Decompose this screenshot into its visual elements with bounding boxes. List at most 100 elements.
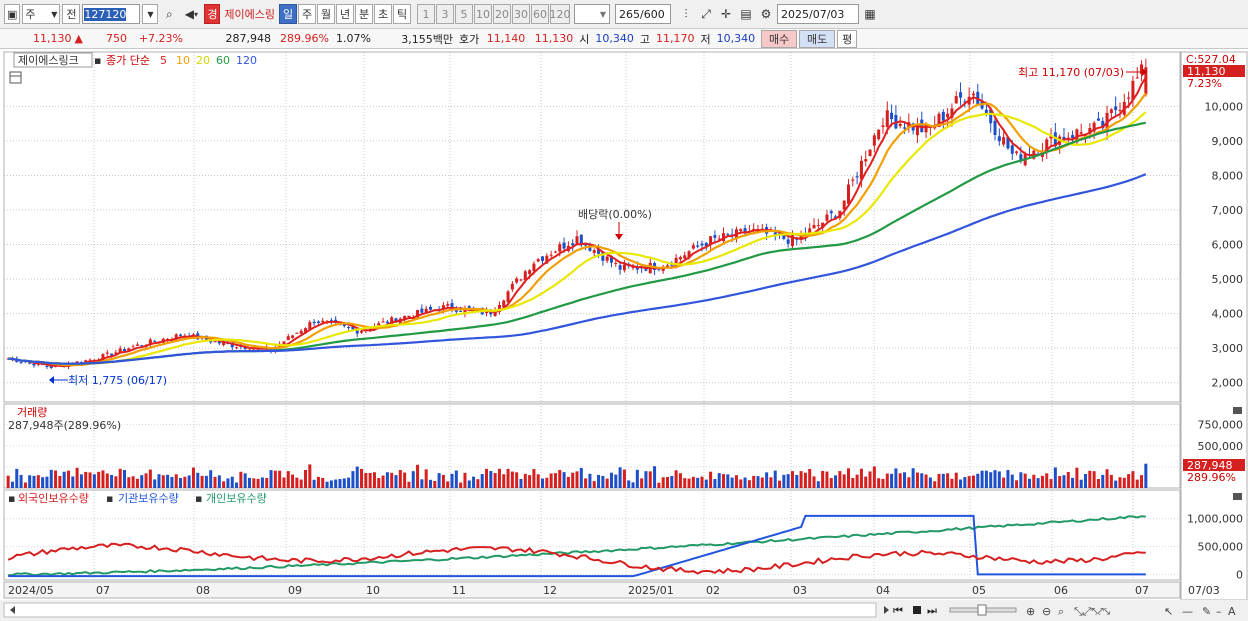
- candle-body: [691, 245, 695, 249]
- bar-count-field[interactable]: 265/600: [615, 4, 672, 24]
- volume-bar: [933, 481, 937, 488]
- scrollbar-track[interactable]: [3, 602, 877, 618]
- rewind-icon[interactable]: ⏮: [893, 604, 903, 617]
- stock-code-field[interactable]: 127120: [82, 4, 141, 24]
- price-change: 750: [106, 32, 127, 45]
- pointer-icon[interactable]: ↖: [1164, 605, 1173, 618]
- volume-bar: [88, 472, 92, 488]
- draw-line-icon[interactable]: ⤢: [701, 6, 711, 21]
- interval-10[interactable]: 10: [474, 4, 493, 24]
- buy-button[interactable]: 매수: [761, 29, 798, 48]
- volume-bar: [558, 469, 562, 488]
- crosshair-icon[interactable]: ✛: [720, 7, 732, 21]
- tab-day[interactable]: 일: [279, 4, 298, 24]
- volume-bar: [1114, 480, 1118, 488]
- prev-button[interactable]: 전: [62, 4, 81, 24]
- candle-body: [135, 344, 139, 346]
- candle-body: [179, 334, 183, 336]
- candle-body: [722, 233, 726, 242]
- zoom-in-icon[interactable]: ⊕: [1026, 605, 1035, 618]
- volume-value: 287,948: [225, 32, 272, 45]
- code-dropdown-button[interactable]: ▼: [142, 4, 159, 24]
- chart-tools-icon[interactable]: ⤡⤢⤣⤤⤥: [1074, 605, 1110, 618]
- candle-body: [127, 348, 131, 351]
- tab-month[interactable]: 월: [317, 4, 336, 24]
- date-field[interactable]: 2025/07/03: [777, 4, 860, 24]
- candle-body: [989, 109, 993, 124]
- tab-minute[interactable]: 분: [355, 4, 374, 24]
- open-price: 10,340: [595, 32, 634, 45]
- candle-body: [101, 354, 105, 361]
- volume-bar: [959, 479, 963, 488]
- candle-body: [484, 310, 489, 313]
- price-tick-label: 9,000: [1212, 135, 1244, 148]
- legend-name-box[interactable]: [13, 52, 93, 68]
- turnover-rate: 1.07%: [336, 32, 371, 45]
- right-axis-area: [1180, 51, 1248, 601]
- volume-bar: [230, 476, 234, 488]
- save-icon[interactable]: ▤: [740, 7, 752, 21]
- gear-icon[interactable]: ⚙: [760, 7, 772, 21]
- volume-bar: [648, 471, 652, 488]
- volume-bar: [1135, 479, 1139, 488]
- window-menu-button[interactable]: ▣: [4, 4, 21, 24]
- volume-bar: [303, 469, 308, 488]
- volume-bar: [825, 471, 829, 488]
- zoom-slider-handle[interactable]: [977, 604, 987, 616]
- candle-body: [903, 127, 907, 129]
- magnify-icon[interactable]: ⌕: [1058, 605, 1064, 618]
- volume-bar: [394, 475, 398, 488]
- volume-bar: [665, 476, 670, 488]
- volume-bar: [829, 478, 833, 488]
- candle-type-icon[interactable]: ⫶: [684, 6, 688, 21]
- stock-name: 제이에스링: [224, 8, 276, 21]
- candle-body: [360, 330, 364, 333]
- foreign-holding-line: [7, 542, 1146, 575]
- interval-5[interactable]: 5: [455, 4, 474, 24]
- fast-forward-icon[interactable]: ⏭: [927, 604, 937, 617]
- holder-close-icon[interactable]: [1233, 493, 1242, 500]
- interval-60[interactable]: 60: [531, 4, 550, 24]
- minus-icon[interactable]: —: [1182, 605, 1193, 618]
- price-legend: 제이에스링크 ▪ 종가 단순 5 10 20 60 120: [9, 52, 257, 84]
- tab-week[interactable]: 주: [298, 4, 317, 24]
- scroll-right-icon[interactable]: [884, 606, 889, 614]
- calendar-icon[interactable]: ▦: [864, 7, 876, 21]
- tab-year[interactable]: 년: [336, 4, 355, 24]
- volume-title: 거래량: [17, 406, 47, 419]
- stock-chart[interactable]: 제이에스링크 ▪ 종가 단순 5 10 20 60 120 최고 11,170 …: [0, 50, 1248, 621]
- volume-bar: [709, 471, 713, 488]
- pencil-icon[interactable]: ✎: [1202, 605, 1211, 618]
- scroll-left-icon[interactable]: [10, 606, 15, 614]
- interval-3[interactable]: 3: [436, 4, 455, 24]
- volume-close-icon[interactable]: [1233, 407, 1242, 414]
- volume-bar: [993, 470, 997, 488]
- interval-120[interactable]: 120: [550, 4, 571, 24]
- volume-bar: [821, 470, 825, 488]
- volume-bar: [1045, 473, 1049, 488]
- interval-20[interactable]: 20: [493, 4, 512, 24]
- interval-1[interactable]: 1: [417, 4, 436, 24]
- volume-bar: [497, 468, 501, 488]
- period-select[interactable]: 주 ▼: [22, 4, 61, 24]
- eval-button[interactable]: 평: [837, 29, 858, 48]
- volume-bar: [58, 475, 62, 488]
- speaker-icon[interactable]: ◀ ▾: [184, 7, 199, 21]
- high-label: 고: [639, 32, 650, 46]
- tab-second[interactable]: 초: [374, 4, 393, 24]
- tab-tick[interactable]: 틱: [393, 4, 412, 24]
- interval-30[interactable]: 30: [512, 4, 531, 24]
- volume-bar: [360, 468, 364, 488]
- volume-bar: [997, 471, 1001, 488]
- volume-bar: [743, 477, 747, 488]
- volume-bar: [252, 478, 256, 488]
- volume-bar: [191, 467, 195, 488]
- table-toggle-icon[interactable]: [9, 71, 22, 84]
- stop-icon[interactable]: [913, 606, 921, 614]
- font-size-icon[interactable]: A: [1228, 605, 1236, 618]
- search-icon[interactable]: ⌕: [166, 6, 173, 21]
- sell-button[interactable]: 매도: [799, 29, 836, 48]
- zoom-out-icon[interactable]: ⊖: [1042, 605, 1051, 618]
- custom-interval-field[interactable]: ▼: [574, 4, 611, 24]
- minus-small-icon[interactable]: –: [1216, 605, 1222, 618]
